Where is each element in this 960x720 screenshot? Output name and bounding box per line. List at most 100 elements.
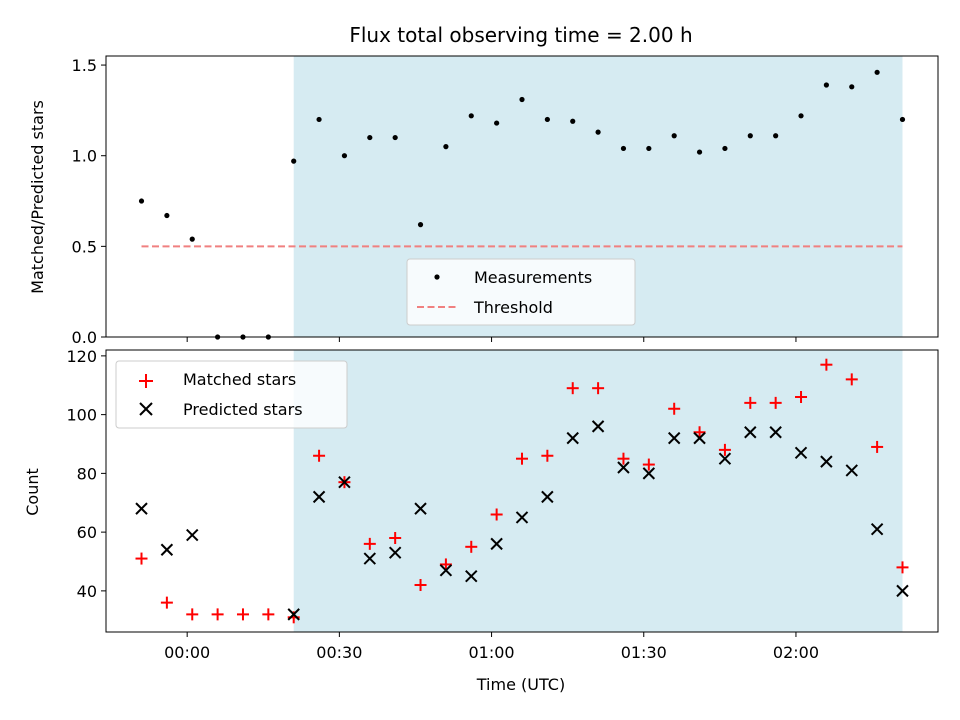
predicted-star-point [388, 546, 402, 559]
measurement-point [443, 144, 449, 150]
matched-star-point [389, 532, 402, 544]
measurement-point [620, 145, 627, 152]
measurement-point [189, 236, 195, 242]
x-tick-label: 00:30 [316, 643, 362, 662]
chart-title: Flux total observing time = 2.00 h [349, 23, 692, 47]
count-legend-box [115, 360, 348, 429]
measurement-point [544, 116, 550, 123]
ratio-y-axis-label: Matched/Predicted stars [28, 100, 47, 294]
x-axis-label: Time (UTC) [476, 675, 565, 694]
predicted-star-point [414, 502, 427, 515]
ratio-y-tick-label: 0.5 [72, 237, 97, 256]
ratio-legend-box [406, 258, 636, 326]
count-y-axis-label: Count [23, 468, 42, 516]
matched-star-point [313, 449, 326, 462]
matched-star-point [693, 426, 706, 439]
predicted-star-point [744, 426, 757, 439]
x-tick-label: 01:00 [469, 643, 515, 662]
measurement-point [417, 222, 424, 228]
predicted-star-point [135, 502, 148, 515]
measurement-point [468, 113, 474, 119]
measurement-point [773, 133, 779, 139]
count-legend: Matched stars Predicted stars [115, 360, 348, 429]
measurement-point [696, 149, 703, 155]
measurement-point [164, 212, 170, 219]
matched-star-point [668, 402, 681, 415]
count-axes-frame [105, 349, 939, 633]
x-tick-label: 02:00 [773, 643, 819, 662]
matched-star-point [566, 382, 579, 395]
predicted-star-point [617, 461, 630, 474]
matched-star-point [642, 458, 655, 471]
predicted-star-point [845, 464, 858, 477]
measurement-point [849, 84, 855, 90]
predicted-star-point [693, 431, 706, 445]
ratio-y-tick-label: 1.5 [72, 56, 97, 75]
measurement-point [823, 82, 829, 88]
legend-predicted-label: Predicted stars [183, 400, 303, 419]
predicted-star-point [591, 420, 605, 433]
measurement-point [494, 120, 500, 126]
ratio-axes-frame [105, 55, 939, 338]
predicted-star-point [718, 452, 732, 465]
ratio-y-tick-label: 1.0 [72, 147, 97, 166]
measurement-point [519, 96, 525, 103]
measurement-point [874, 69, 880, 75]
predicted-star-point [439, 564, 453, 577]
measurement-point [367, 134, 373, 141]
measurement-point [899, 116, 906, 123]
measurement-point [798, 113, 804, 119]
matched-star-point [516, 452, 528, 465]
count-y-tick-label: 60 [77, 523, 97, 542]
legend-matched-marker [139, 374, 153, 388]
predicted-star-point [363, 552, 377, 565]
matched-star-point [871, 440, 884, 453]
predicted-star-point [794, 446, 808, 460]
predicted-star-point [490, 537, 503, 551]
matched-star-point [414, 579, 427, 591]
matched-star-point [820, 358, 833, 371]
measurement-point [138, 198, 145, 204]
predicted-star-point [186, 528, 199, 542]
predicted-star-point [287, 608, 300, 621]
predicted-star-point [515, 511, 529, 524]
matched-star-point [744, 396, 757, 409]
legend-measurements-label: Measurements [474, 268, 592, 287]
predicted-star-point [541, 490, 554, 504]
ratio-legend: Measurements Threshold [406, 258, 636, 326]
matched-star-point [363, 537, 376, 550]
predicted-star-point [896, 584, 909, 598]
legend-matched-label: Matched stars [183, 370, 296, 389]
matched-star-point [186, 608, 199, 621]
matched-star-point [617, 452, 630, 465]
measurement-point [316, 116, 322, 123]
matched-star-point [718, 443, 731, 456]
legend-threshold-label: Threshold [473, 298, 553, 317]
matched-star-point [541, 449, 554, 462]
predicted-star-point [566, 431, 579, 445]
predicted-star-point [642, 467, 656, 480]
count-panel: 40 60 80 100 120 00:00 00:30 01:00 01:30 02:00 C… [23, 347, 939, 694]
matched-star-point [896, 561, 909, 574]
measurement-point [595, 129, 601, 135]
predicted-star-point [667, 431, 681, 445]
count-y-tick-label: 100 [66, 406, 97, 425]
count-y-tick-label: 40 [77, 582, 97, 601]
measurement-point [291, 158, 297, 164]
predicted-star-point [870, 522, 884, 536]
measurement-point [570, 118, 576, 124]
measurement-point [722, 145, 728, 152]
matched-star-point [592, 382, 605, 395]
measurement-point [671, 133, 677, 139]
predicted-star-point [820, 455, 833, 468]
predicted-star-point [160, 543, 174, 556]
ratio-panel: 0.0 0.5 1.0 1.5 Matched/Predicted stars Mea… [28, 55, 939, 347]
matched-star-point [236, 608, 249, 621]
matched-star-point [135, 552, 148, 565]
predicted-star-point [769, 426, 782, 439]
predicted-star-point [465, 569, 478, 583]
x-tick-label: 01:30 [621, 643, 667, 662]
matched-star-point [439, 558, 452, 571]
matched-star-point [160, 596, 173, 609]
